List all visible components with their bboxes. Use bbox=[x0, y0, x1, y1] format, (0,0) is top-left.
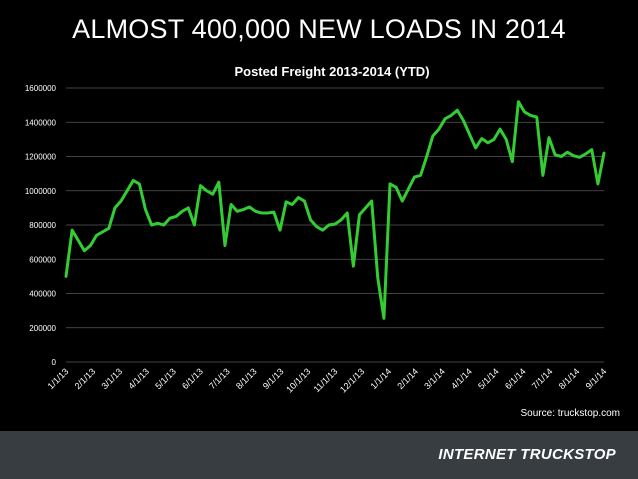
posted-freight-line bbox=[64, 100, 606, 320]
x-tick-label: 5/1/14 bbox=[476, 366, 501, 391]
footer-bar: INTERNET TRUCKSTOP bbox=[0, 431, 638, 479]
x-tick-label: 1/1/13 bbox=[46, 366, 71, 391]
x-tick-label: 9/1/14 bbox=[584, 366, 609, 391]
y-tick-label: 400000 bbox=[29, 290, 56, 299]
y-tick-label: 1000000 bbox=[25, 187, 57, 196]
x-tick-label: 9/1/13 bbox=[261, 366, 286, 391]
source-note: Source: truckstop.com bbox=[520, 408, 620, 419]
x-tick-label: 2/1/14 bbox=[395, 366, 420, 391]
x-tick-label: 1/1/14 bbox=[368, 366, 393, 391]
y-tick-label: 200000 bbox=[29, 324, 56, 333]
x-tick-label: 8/1/13 bbox=[234, 366, 259, 391]
x-tick-label: 4/1/13 bbox=[126, 366, 151, 391]
x-tick-label: 7/1/13 bbox=[207, 366, 232, 391]
x-tick-label: 8/1/14 bbox=[557, 366, 582, 391]
y-tick-label: 1400000 bbox=[25, 118, 57, 127]
y-tick-label: 1600000 bbox=[25, 84, 57, 93]
y-tick-label: 1200000 bbox=[25, 153, 57, 162]
chart-title: Posted Freight 2013-2014 (YTD) bbox=[234, 64, 429, 79]
series-layer bbox=[64, 100, 606, 320]
y-axis-ticks: 0 200000 400000 600000 800000 1000000 1200000 1… bbox=[25, 84, 57, 367]
x-tick-label: 10/1/13 bbox=[284, 366, 312, 394]
x-tick-label: 12/1/13 bbox=[338, 366, 366, 394]
grid-lines bbox=[66, 87, 604, 363]
x-tick-label: 3/1/14 bbox=[422, 366, 447, 391]
x-tick-label: 11/1/13 bbox=[312, 366, 340, 394]
x-tick-label: 7/1/14 bbox=[530, 366, 555, 391]
y-tick-label: 0 bbox=[52, 358, 57, 367]
slide-headline: ALMOST 400,000 NEW LOADS IN 2014 bbox=[72, 14, 566, 44]
internet-truckstop-logo: INTERNET TRUCKSTOP bbox=[438, 446, 616, 463]
x-tick-label: 5/1/13 bbox=[153, 366, 178, 391]
posted-freight-chart: Posted Freight 2013-2014 (YTD) 0 200000 40… bbox=[25, 64, 609, 395]
x-axis-ticks: 1/1/13 2/1/13 3/1/13 4/1/13 5/1/13 6/1/13 7/1/… bbox=[46, 366, 609, 394]
y-tick-label: 600000 bbox=[29, 255, 56, 264]
x-tick-label: 3/1/13 bbox=[99, 366, 124, 391]
x-tick-label: 6/1/14 bbox=[503, 366, 528, 391]
x-tick-label: 4/1/14 bbox=[449, 366, 474, 391]
x-tick-label: 6/1/13 bbox=[180, 366, 205, 391]
y-tick-label: 800000 bbox=[29, 221, 56, 230]
x-tick-label: 2/1/13 bbox=[73, 366, 98, 391]
